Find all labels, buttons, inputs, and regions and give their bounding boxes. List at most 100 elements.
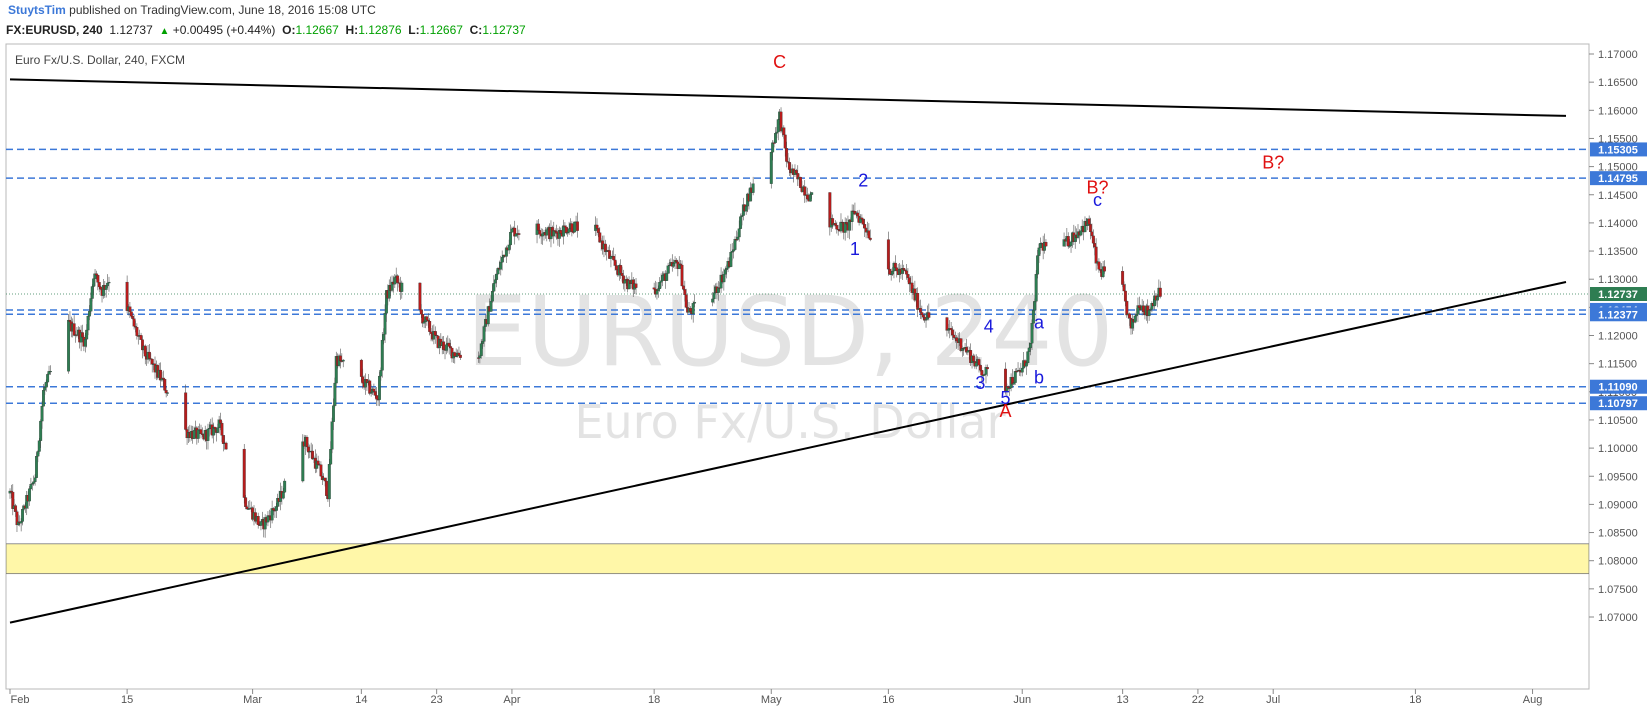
trendline[interactable] [9,281,1567,624]
candle [634,277,638,295]
low-value: 1.12667 [419,23,463,37]
x-tick-label: 18 [1409,694,1421,706]
close-value: 1.12737 [482,23,526,37]
price-level-badge-bg [1590,307,1647,322]
y-tick-label: 1.08000 [1598,556,1638,568]
candle [341,359,345,368]
plot-area[interactable] [5,43,1590,690]
x-tick-label: 23 [431,694,443,706]
x-tick-label: Aug [1523,694,1543,706]
y-tick-label: 1.11500 [1598,359,1637,371]
candle [810,192,814,199]
y-tick-label: 1.09000 [1598,499,1638,511]
candle [1026,351,1030,365]
candle [1158,281,1162,299]
watermark-name: Euro Fx/U.S. Dollar [574,395,1005,449]
y-tick-label: 1.09500 [1598,471,1638,483]
candle [400,280,404,299]
candle [1103,260,1106,274]
candle [517,229,521,241]
price-level-badge: 1.10797 [1598,398,1638,410]
candle [224,441,228,450]
chart-title: Euro Fx/U.S. Dollar, 240, FXCM [15,53,185,67]
open-value: 1.12667 [295,23,339,37]
price-level-badge-bg [1590,379,1647,394]
x-tick-label: 13 [1116,694,1128,706]
y-tick-label: 1.17000 [1598,49,1638,61]
wave-label[interactable]: A [999,401,1011,421]
x-tick-label: 16 [882,694,894,706]
close-label: C: [469,23,483,37]
y-tick-label: 1.07500 [1598,584,1638,596]
x-tick-label: Mar [243,694,262,706]
x-tick-label: Feb [11,694,30,706]
price-level-badge: 1.14795 [1598,173,1638,185]
x-tick-label: 15 [121,694,133,706]
published-info: published on TradingView.com, June 18, 2… [69,3,376,17]
candle [769,151,773,189]
last-price-badge-bg [1590,287,1647,302]
candle [799,176,802,189]
candle [48,365,52,375]
wave-label[interactable]: 3 [975,373,985,393]
wave-label[interactable]: 5 [1000,388,1010,408]
up-arrow-icon: ▲ [159,26,170,37]
candle [163,377,167,392]
trendline[interactable] [9,78,1567,117]
candle [107,276,111,292]
open-label: O: [282,23,296,37]
price-level-badge: 1.12377 [1598,309,1638,321]
candle [985,364,989,377]
candle [458,350,462,361]
quote-bar: FX:EURUSD, 240 1.12737 ▲ +0.00495 (+0.44… [6,21,526,39]
author-link[interactable]: StuytsTim [8,3,66,17]
candle [751,176,755,196]
symbol-watermark: EURUSD, 240 Euro Fx/U.S. Dollar [466,276,1113,449]
candle [1044,239,1048,247]
wave-label[interactable]: 2 [858,170,868,190]
y-tick-label: 1.15000 [1598,162,1638,174]
y-tick-label: 1.10000 [1598,443,1638,455]
wave-label[interactable]: b [1034,367,1044,387]
candle [242,443,246,504]
candle [693,294,697,308]
last-price: 1.12737 [109,23,153,37]
wave-label[interactable]: B? [1262,152,1284,172]
wave-label[interactable]: B? [1087,178,1109,198]
wave-label[interactable]: c [1093,190,1102,210]
candle [283,478,287,493]
candle [330,417,334,454]
candle [67,313,71,374]
candle [1034,270,1038,303]
price-level-badge: 1.15305 [1598,144,1638,156]
price-level-badge-bg [1590,396,1647,411]
price-level-badge-bg [1590,171,1647,186]
y-tick-label: 1.13500 [1598,246,1638,258]
candle [868,229,872,242]
last-price-badge: 1.12737 [1598,289,1638,301]
wave-label[interactable]: 4 [984,317,994,337]
y-tick-label: 1.08500 [1598,528,1638,540]
x-tick-label: Apr [503,694,520,706]
y-tick-label: 1.07000 [1598,612,1638,624]
high-value: 1.12876 [358,23,402,37]
wave-label[interactable]: C [773,52,786,72]
price-change: +0.00495 (+0.44%) [172,23,276,37]
x-tick-label: May [761,694,782,706]
support-zone[interactable] [6,543,1589,575]
y-tick-label: 1.14000 [1598,218,1638,230]
x-tick-label: 14 [355,694,367,706]
high-label: H: [345,23,359,37]
wave-label[interactable]: 1 [850,239,860,259]
candle [576,212,579,238]
candle [166,392,170,396]
wave-label[interactable]: a [1034,313,1045,333]
x-tick-label: 18 [648,694,660,706]
symbol-label[interactable]: FX:EURUSD, 240 [6,23,103,37]
y-tick-label: 1.12000 [1598,331,1638,343]
y-tick-label: 1.16500 [1598,77,1638,89]
y-tick-label: 1.10500 [1598,415,1638,427]
candle [573,221,577,233]
x-tick-label: 22 [1192,694,1204,706]
